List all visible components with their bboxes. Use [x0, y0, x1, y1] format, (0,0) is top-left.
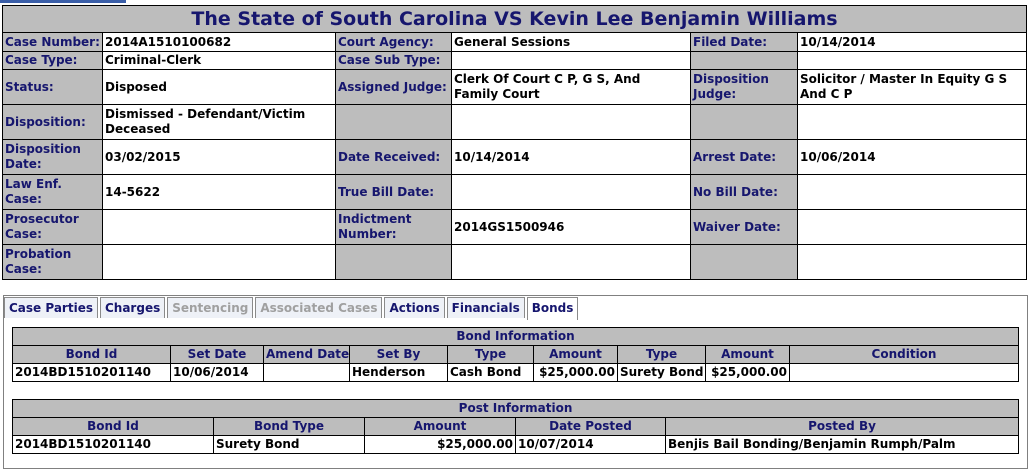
posted-by-cell: Benjis Bail Bonding/Benjamin Rumph/Palm: [664, 435, 1020, 454]
case-sub-type-value: [451, 51, 691, 70]
empty-value-cell: [797, 244, 1027, 280]
top-accent-line: [0, 0, 126, 3]
court-agency-label: Court Agency:: [335, 32, 452, 52]
column-header: Amend Date: [263, 345, 350, 364]
post-information-table: Post Information Bond Id Bond Type Amoun…: [11, 399, 1020, 454]
empty-value-cell: [451, 244, 691, 280]
case-details-table: The State of South Carolina VS Kevin Lee…: [2, 5, 1027, 280]
true-bill-date-value: [451, 174, 691, 210]
indictment-number-value: 2014GS1500946: [451, 209, 691, 245]
empty-label-cell: [335, 104, 452, 140]
column-header: Set By: [349, 345, 448, 364]
column-header: Posted By: [664, 417, 1020, 436]
column-header: Bond Id: [12, 345, 171, 364]
date-received-value: 10/14/2014: [451, 139, 691, 175]
column-header: Date Posted: [515, 417, 666, 436]
column-header: Amount: [705, 345, 790, 364]
true-bill-date-label: True Bill Date:: [335, 174, 452, 210]
court-agency-value: General Sessions: [451, 32, 691, 52]
amount-cell: $25,000.00: [705, 363, 790, 382]
prosecutor-case-label: Prosecutor Case:: [2, 209, 103, 245]
bond-id-cell: 2014BD1510201140: [12, 363, 171, 382]
law-enf-case-value: 14-5622: [102, 174, 336, 210]
table-row: 2014BD1510201140 Surety Bond $25,000.00 …: [12, 435, 1020, 454]
disposition-label: Disposition:: [2, 104, 103, 140]
condition-cell: [788, 363, 1020, 382]
tab-financials[interactable]: Financials: [446, 297, 525, 318]
empty-value-cell: [451, 104, 691, 140]
column-header: Condition: [788, 345, 1020, 364]
column-header: Amount: [533, 345, 618, 364]
law-enf-case-label: Law Enf. Case:: [2, 174, 103, 210]
empty-label-cell: [690, 244, 798, 280]
status-value: Disposed: [102, 69, 336, 105]
bond-information-title: Bond Information: [11, 327, 1020, 346]
case-number-value: 2014A1510100682: [102, 32, 336, 52]
empty-label-cell: [690, 51, 798, 70]
probation-case-value: [102, 244, 336, 280]
type-cell: Cash Bond: [447, 363, 534, 382]
assigned-judge-label: Assigned Judge:: [335, 69, 452, 105]
post-information-title: Post Information: [11, 399, 1020, 418]
tab-charges[interactable]: Charges: [99, 297, 166, 318]
status-label: Status:: [2, 69, 103, 105]
indictment-number-label: Indictment Number:: [335, 209, 452, 245]
type-cell: Surety Bond: [617, 363, 706, 382]
case-number-label: Case Number:: [2, 32, 103, 52]
date-posted-cell: 10/07/2014: [515, 435, 666, 454]
case-sub-type-label: Case Sub Type:: [335, 51, 452, 70]
column-header: Bond Id: [12, 417, 214, 436]
case-type-label: Case Type:: [2, 51, 103, 70]
column-header: Amount: [364, 417, 516, 436]
case-type-value: Criminal-Clerk: [102, 51, 336, 70]
empty-label-cell: [690, 104, 798, 140]
empty-label-cell: [335, 244, 452, 280]
amend-date-cell: [263, 363, 350, 382]
tab-case-parties[interactable]: Case Parties: [4, 297, 98, 318]
disposition-date-value: 03/02/2015: [102, 139, 336, 175]
set-date-cell: 10/06/2014: [170, 363, 264, 382]
empty-value-cell: [797, 51, 1027, 70]
bond-id-cell: 2014BD1510201140: [12, 435, 214, 454]
tab-bonds[interactable]: Bonds: [526, 297, 579, 320]
probation-case-label: Probation Case:: [2, 244, 103, 280]
table-row: 2014BD1510201140 10/06/2014 Henderson Ca…: [12, 363, 1020, 382]
assigned-judge-value: Clerk Of Court C P, G S, And Family Cour…: [451, 69, 691, 105]
waiver-date-value: [797, 209, 1027, 245]
tab-sentencing: Sentencing: [167, 297, 254, 318]
amount-cell: $25,000.00: [533, 363, 618, 382]
waiver-date-label: Waiver Date:: [690, 209, 798, 245]
filed-date-label: Filed Date:: [690, 32, 798, 52]
column-header: Set Date: [170, 345, 264, 364]
column-header: Bond Type: [213, 417, 365, 436]
bond-information-table: Bond Information Bond Id Set Date Amend …: [11, 327, 1020, 382]
tab-associated-cases: Associated Cases: [255, 297, 383, 318]
set-by-cell: Henderson: [349, 363, 448, 382]
no-bill-date-label: No Bill Date:: [690, 174, 798, 210]
tab-bar: Case Parties Charges Sentencing Associat…: [4, 297, 580, 320]
tab-actions[interactable]: Actions: [384, 297, 445, 318]
arrest-date-label: Arrest Date:: [690, 139, 798, 175]
arrest-date-value: 10/06/2014: [797, 139, 1027, 175]
disposition-value: Dismissed - Defendant/Victim Deceased: [102, 104, 336, 140]
disposition-judge-value: Solicitor / Master In Equity G S And C P: [797, 69, 1027, 105]
no-bill-date-value: [797, 174, 1027, 210]
case-title: The State of South Carolina VS Kevin Lee…: [2, 5, 1027, 33]
empty-value-cell: [797, 104, 1027, 140]
filed-date-value: 10/14/2014: [797, 32, 1027, 52]
date-received-label: Date Received:: [335, 139, 452, 175]
bond-type-cell: Surety Bond: [213, 435, 365, 454]
disposition-judge-label: Disposition Judge:: [690, 69, 798, 105]
prosecutor-case-value: [102, 209, 336, 245]
column-header: Type: [617, 345, 706, 364]
column-header: Type: [447, 345, 534, 364]
disposition-date-label: Disposition Date:: [2, 139, 103, 175]
amount-cell: $25,000.00: [364, 435, 516, 454]
